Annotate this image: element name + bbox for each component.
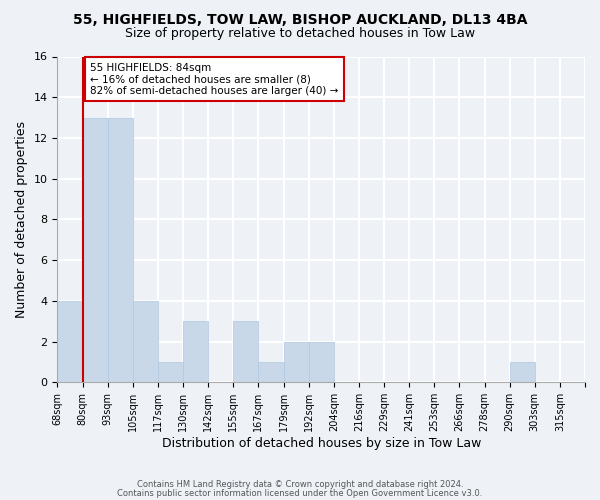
Bar [259,362,284,382]
Bar [183,322,208,382]
Bar [158,362,183,382]
Bar [107,118,133,382]
Bar [284,342,308,382]
Bar [509,362,535,382]
Text: Contains HM Land Registry data © Crown copyright and database right 2024.: Contains HM Land Registry data © Crown c… [137,480,463,489]
Bar [233,322,259,382]
Text: Contains public sector information licensed under the Open Government Licence v3: Contains public sector information licen… [118,488,482,498]
Bar [58,301,83,382]
X-axis label: Distribution of detached houses by size in Tow Law: Distribution of detached houses by size … [161,437,481,450]
Bar [83,118,107,382]
Bar [133,301,158,382]
Bar [308,342,334,382]
Text: 55 HIGHFIELDS: 84sqm
← 16% of detached houses are smaller (8)
82% of semi-detach: 55 HIGHFIELDS: 84sqm ← 16% of detached h… [90,62,338,96]
Y-axis label: Number of detached properties: Number of detached properties [15,121,28,318]
Text: Size of property relative to detached houses in Tow Law: Size of property relative to detached ho… [125,28,475,40]
Text: 55, HIGHFIELDS, TOW LAW, BISHOP AUCKLAND, DL13 4BA: 55, HIGHFIELDS, TOW LAW, BISHOP AUCKLAND… [73,12,527,26]
